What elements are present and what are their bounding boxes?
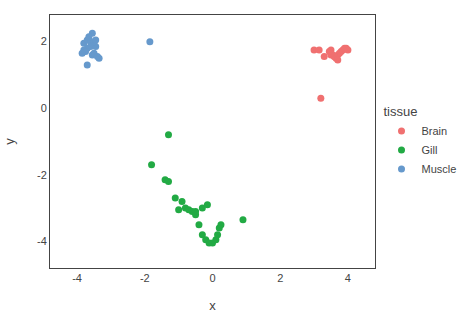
- svg-text:Gill: Gill: [422, 144, 438, 156]
- svg-text:Brain: Brain: [422, 125, 448, 137]
- svg-text:2: 2: [41, 35, 47, 47]
- svg-text:-2: -2: [140, 272, 150, 284]
- svg-text:-4: -4: [37, 235, 47, 247]
- svg-text:-4: -4: [72, 272, 82, 284]
- svg-text:tissue: tissue: [384, 104, 418, 119]
- svg-text:y: y: [2, 138, 17, 145]
- svg-text:4: 4: [345, 272, 351, 284]
- svg-text:2: 2: [277, 272, 283, 284]
- svg-text:x: x: [209, 298, 216, 313]
- svg-text:-2: -2: [37, 169, 47, 181]
- svg-text:Muscle: Muscle: [422, 163, 457, 175]
- svg-text:0: 0: [41, 102, 47, 114]
- svg-text:0: 0: [209, 272, 215, 284]
